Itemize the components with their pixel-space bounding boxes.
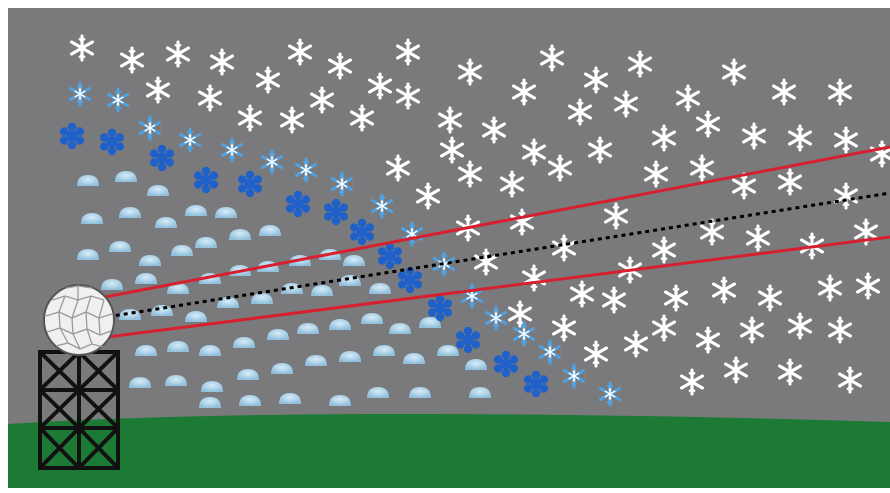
raindrop-icon <box>267 329 289 340</box>
raindrop-icon <box>329 395 351 406</box>
raindrop-icon <box>259 225 281 236</box>
ground <box>8 413 890 493</box>
raindrop-icon <box>361 313 383 324</box>
raindrop-icon <box>135 273 157 284</box>
raindrop-icon <box>215 207 237 218</box>
raindrop-icon <box>233 337 255 348</box>
raindrop-icon <box>171 245 193 256</box>
raindrop-icon <box>129 377 151 388</box>
raindrop-icon <box>109 241 131 252</box>
raindrop-icon <box>119 207 141 218</box>
raindrop-icon <box>465 359 487 370</box>
raindrop-icon <box>367 387 389 398</box>
raindrop-icon <box>311 285 333 296</box>
raindrop-icon <box>419 317 441 328</box>
raindrop-icon <box>135 345 157 356</box>
lattice-tower-icon <box>38 350 120 470</box>
raindrop-icon <box>305 355 327 366</box>
raindrop-icon <box>119 309 141 320</box>
raindrop-icon <box>279 393 301 404</box>
beam-upper-edge <box>99 145 890 300</box>
raindrop-icon <box>167 341 189 352</box>
raindrop-icon <box>167 283 189 294</box>
raindrop-icon <box>329 319 351 330</box>
raindrop-icon <box>115 171 137 182</box>
raindrop-icon <box>409 387 431 398</box>
raindrop-icon <box>139 255 161 266</box>
raindrop-icon <box>199 345 221 356</box>
raindrop-icon <box>199 397 221 408</box>
raindrop-icon <box>373 345 395 356</box>
raindrop-icon <box>77 175 99 186</box>
beam-center-line <box>99 191 890 320</box>
radar-dome-icon <box>43 284 115 356</box>
raindrop-icon <box>343 255 365 266</box>
raindrop-icon <box>389 323 411 334</box>
beam-lower-edge <box>99 235 890 340</box>
raindrop-icon <box>77 249 99 260</box>
raindrop-icon <box>239 395 261 406</box>
raindrop-icon <box>81 213 103 224</box>
raindrop-icon <box>201 381 223 392</box>
raindrop-icon <box>469 387 491 398</box>
raindrop-icon <box>195 237 217 248</box>
raindrop-icon <box>437 345 459 356</box>
raindrop-icon <box>297 323 319 334</box>
raindrop-icon <box>101 279 123 290</box>
raindrop-icon <box>271 363 293 374</box>
radar-beam <box>99 145 890 340</box>
raindrop-icon <box>185 205 207 216</box>
raindrop-icon <box>229 229 251 240</box>
raindrop-icon <box>369 283 391 294</box>
raindrop-icon <box>339 351 361 362</box>
raindrop-icon <box>147 185 169 196</box>
raindrop-icon <box>155 217 177 228</box>
sky-background <box>8 8 890 468</box>
raindrop-icon <box>403 353 425 364</box>
raindrop-icon <box>165 375 187 386</box>
raindrop-icon <box>185 311 207 322</box>
raindrop-icon <box>251 293 273 304</box>
raindrop-icon <box>237 369 259 380</box>
